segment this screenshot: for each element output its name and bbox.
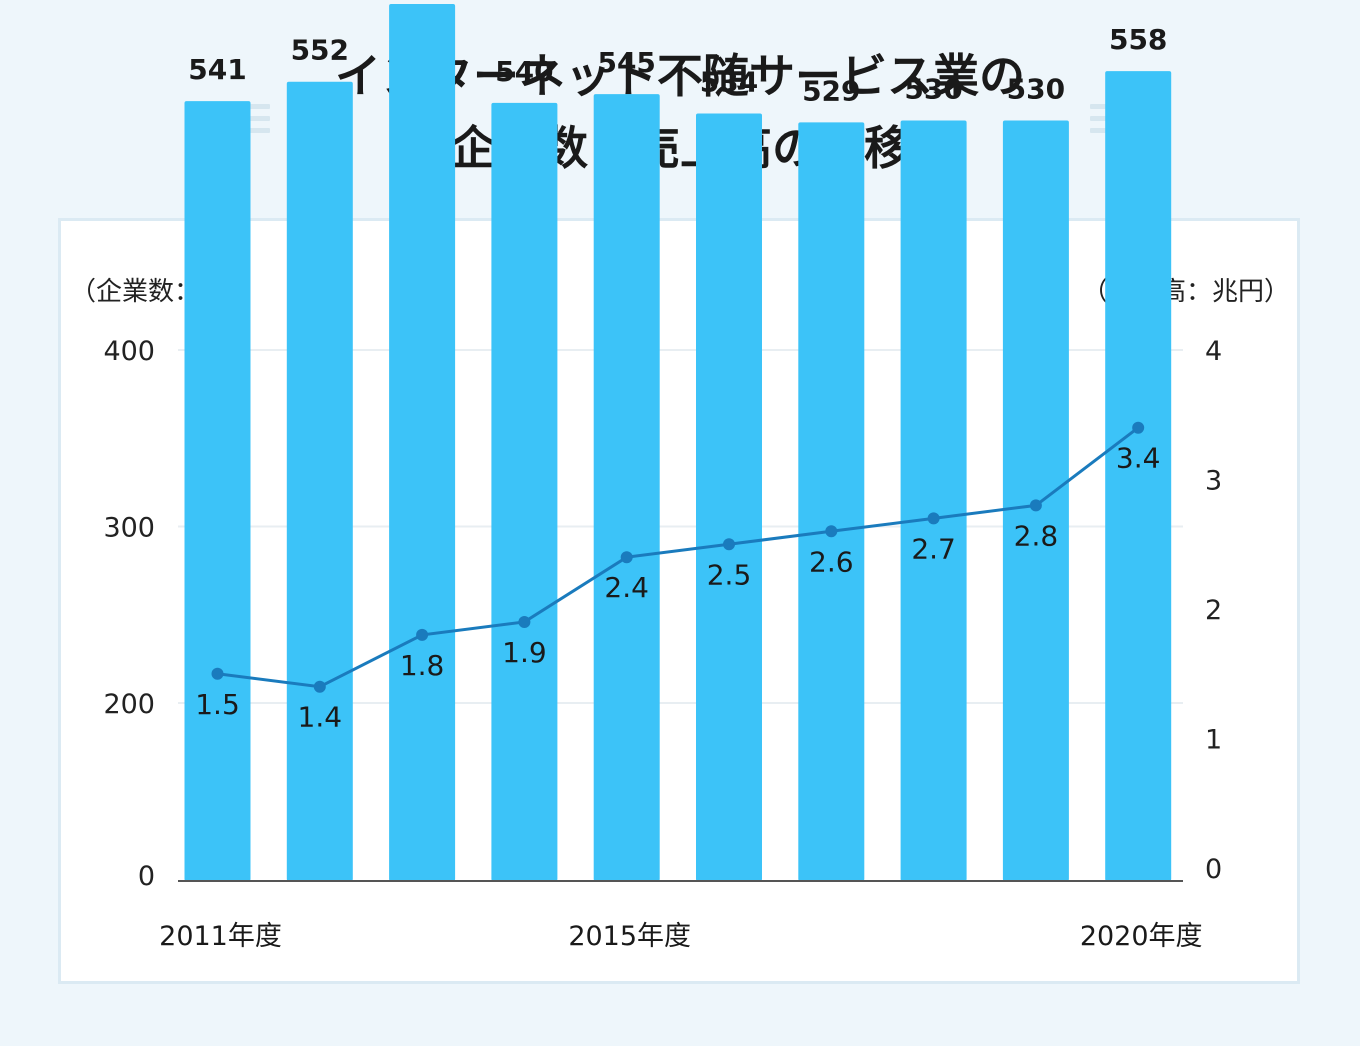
sales-value-label: 1.4 <box>298 701 343 734</box>
x-axis-category-label: 2011年度 <box>159 921 282 952</box>
sales-value-label: 1.8 <box>400 649 445 682</box>
sales-point <box>825 525 838 538</box>
bar <box>593 94 660 881</box>
bar <box>184 101 251 881</box>
left-axis-tick: 300 <box>103 513 155 544</box>
bar <box>389 4 456 882</box>
bar <box>696 113 762 882</box>
sales-point <box>1132 421 1145 434</box>
sales-point <box>211 667 224 680</box>
right-axis-tick: 2 <box>1205 595 1222 626</box>
x-axis-category-label: 2015年度 <box>568 921 691 952</box>
chart-panel <box>58 218 1300 984</box>
sales-point <box>723 538 735 551</box>
sales-value-label: 2.5 <box>707 558 752 591</box>
sales-value-label: 1.5 <box>195 688 240 721</box>
sales-value-label: 2.7 <box>911 532 956 565</box>
x-axis-category-label: 2020年度 <box>1080 921 1203 952</box>
bar <box>1105 71 1172 881</box>
sales-point <box>620 551 633 564</box>
left-axis-tick: 400 <box>103 336 155 367</box>
right-axis-tick: 4 <box>1205 336 1222 367</box>
sales-point <box>927 512 940 525</box>
sales-value-label: 3.4 <box>1116 442 1161 475</box>
right-axis-tick: 3 <box>1205 466 1222 497</box>
bar-value-label: 545 <box>597 46 655 79</box>
right-axis-tick: 1 <box>1205 725 1222 756</box>
bar <box>798 122 865 881</box>
sales-point <box>1029 499 1042 512</box>
bar-value-label: 530 <box>1007 73 1065 106</box>
bar-value-label: 534 <box>700 65 758 98</box>
sales-value-label: 2.8 <box>1014 519 1059 552</box>
bar-value-label: 541 <box>188 53 246 86</box>
bar-value-label: 552 <box>291 34 349 67</box>
bar-value-label: 530 <box>904 73 962 106</box>
bar-value-label: 558 <box>1109 23 1167 56</box>
sales-line <box>217 426 1140 689</box>
bar <box>286 81 353 882</box>
sales-value-label: 2.6 <box>809 545 854 578</box>
sales-point <box>416 628 429 641</box>
sales-value-label: 1.9 <box>502 636 547 669</box>
sales-point <box>313 680 326 693</box>
bar-value-label: 540 <box>495 55 553 88</box>
bar <box>491 102 558 881</box>
left-axis-tick: 200 <box>103 689 155 720</box>
right-axis-tick: 0 <box>1205 854 1222 885</box>
sales-point <box>518 615 531 628</box>
bar-value-label: 529 <box>802 74 860 107</box>
bar <box>900 120 967 882</box>
sales-value-label: 2.4 <box>604 571 649 604</box>
left-axis-tick: 0 <box>138 861 155 892</box>
